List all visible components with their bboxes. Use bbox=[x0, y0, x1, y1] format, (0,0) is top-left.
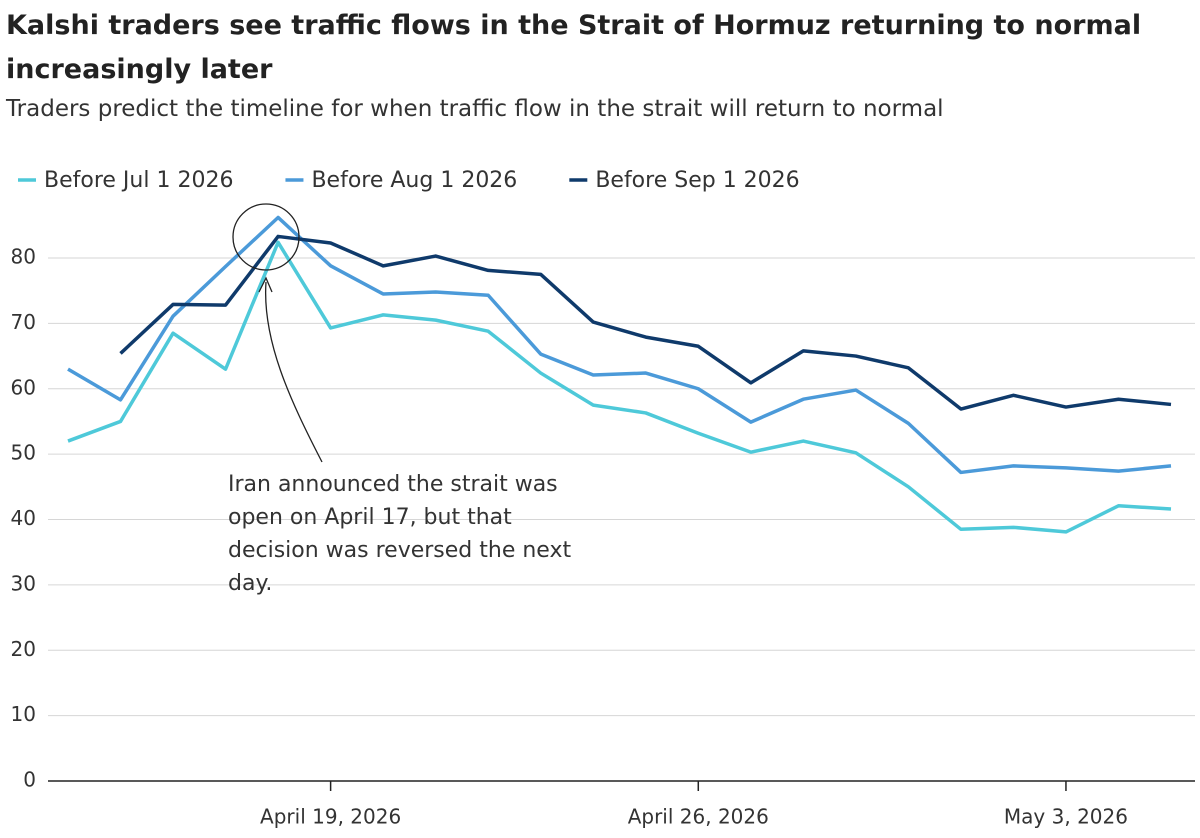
legend-label: Before Jul 1 2026 bbox=[44, 168, 233, 193]
series-line bbox=[119, 234, 1172, 411]
x-tick-label: April 26, 2026 bbox=[628, 805, 769, 829]
annotation-arrowhead bbox=[258, 276, 273, 293]
annotation-circle bbox=[232, 203, 300, 271]
series-line bbox=[67, 240, 1172, 534]
y-tick-label: 40 bbox=[11, 506, 36, 530]
y-tick-label: 0 bbox=[23, 768, 36, 792]
annotation: Iran announced the strait was open on Ap… bbox=[228, 472, 572, 596]
chart-title: Kalshi traders see traffic flows in the … bbox=[6, 10, 1142, 85]
y-tick-label: 60 bbox=[11, 375, 36, 399]
legend-label: Before Sep 1 2026 bbox=[595, 168, 799, 193]
x-tick-label: May 3, 2026 bbox=[1004, 805, 1128, 829]
legend-label: Before Aug 1 2026 bbox=[311, 168, 517, 193]
y-tick-label: 80 bbox=[11, 245, 36, 269]
y-tick-label: 70 bbox=[11, 310, 36, 334]
annotation-arrow bbox=[264, 281, 323, 463]
y-tick-label: 10 bbox=[11, 702, 36, 726]
y-tick-label: 20 bbox=[11, 637, 36, 661]
series-line bbox=[67, 215, 1172, 475]
y-tick-label: 50 bbox=[11, 441, 36, 465]
chart-subtitle: Traders predict the timeline for when tr… bbox=[6, 96, 944, 122]
x-tick-label: April 19, 2026 bbox=[260, 805, 401, 829]
y-tick-label: 30 bbox=[11, 571, 36, 595]
